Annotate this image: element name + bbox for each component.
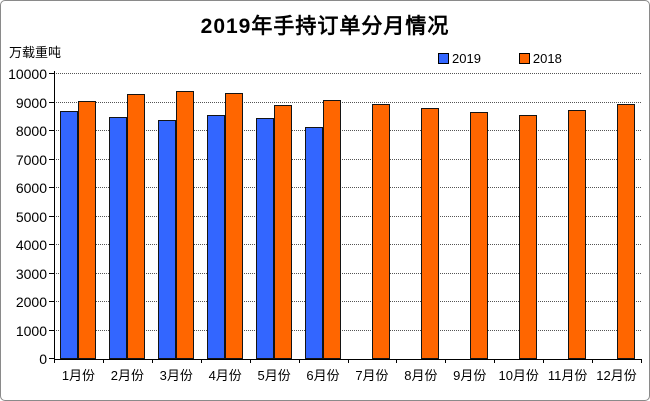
- x-axis-label: 1月份: [61, 368, 96, 383]
- x-axis-label: 3月份: [159, 368, 193, 383]
- y-axis-tick: [49, 244, 54, 245]
- x-axis-line: [54, 359, 642, 360]
- y-axis-tick: [49, 272, 54, 274]
- legend-swatch-2019-icon: [438, 53, 449, 64]
- bar-2018-m6: [323, 99, 342, 359]
- bar-2018-m2: [127, 93, 146, 359]
- x-axis-label: 5月份: [257, 368, 291, 383]
- y-axis-label: 4000: [15, 237, 47, 253]
- gridline: [54, 130, 641, 131]
- bar-2019-m2: [109, 116, 128, 359]
- x-axis-label: 9月份: [453, 368, 487, 383]
- gridline: [54, 272, 641, 274]
- legend: 2019 2018: [438, 51, 562, 66]
- y-axis-label: 7000: [15, 151, 47, 168]
- y-axis-label: 10000: [8, 66, 47, 82]
- x-axis-label: 12月份: [596, 368, 637, 383]
- x-axis-label: 4月份: [208, 368, 242, 383]
- y-axis-tick: [49, 215, 54, 217]
- legend-label-2018: 2018: [532, 51, 562, 66]
- x-axis-tick: [200, 359, 202, 363]
- y-axis-label: 9000: [15, 94, 47, 111]
- bar-2019-m1: [60, 111, 79, 359]
- x-axis-tick: [102, 359, 104, 363]
- gridline: [54, 329, 641, 331]
- y-axis-tick: [49, 101, 54, 103]
- x-axis-tick: [494, 359, 496, 363]
- bar-2018-m4: [225, 92, 244, 359]
- x-axis-label: 2月份: [110, 368, 144, 383]
- gridline: [54, 244, 641, 245]
- y-axis-label: 2000: [15, 294, 47, 310]
- gridline: [54, 158, 641, 160]
- x-axis-label: 8月份: [404, 368, 438, 383]
- bar-2018-m9: [469, 112, 488, 359]
- legend-item-2019: 2019: [438, 51, 481, 66]
- bar-2018-m10: [518, 115, 537, 359]
- y-axis-tick: [49, 73, 54, 74]
- gridline: [54, 101, 641, 103]
- bar-2019-m3: [158, 119, 177, 359]
- bar-2018-m12: [616, 103, 635, 359]
- x-axis-tick: [54, 359, 55, 363]
- y-axis-label: 8000: [15, 123, 47, 139]
- y-axis-tick: [49, 130, 54, 131]
- gridline: [54, 215, 641, 217]
- chart-title: 2019年手持订单分月情况: [200, 15, 450, 38]
- x-axis-label: 6月份: [306, 368, 340, 383]
- gridline: [54, 187, 641, 188]
- y-axis-tick: [49, 187, 54, 188]
- x-axis-label: 10月份: [498, 368, 539, 383]
- bar-2018-m5: [274, 105, 293, 359]
- bar-2019-m6: [305, 126, 324, 359]
- y-axis-tick: [49, 301, 54, 302]
- bar-2019-m5: [256, 118, 275, 359]
- x-axis-tick: [592, 359, 594, 363]
- bar-2018-m7: [371, 103, 390, 359]
- x-axis-label: 7月份: [355, 368, 389, 383]
- bar-2018-m11: [567, 109, 586, 359]
- y-axis-label: 3000: [15, 265, 47, 282]
- y-axis-label: 0: [39, 351, 47, 367]
- x-axis-tick: [396, 359, 398, 363]
- bar-2018-m8: [420, 108, 439, 359]
- x-axis-tick: [298, 359, 300, 363]
- x-axis-tick: [347, 359, 349, 363]
- x-axis-tick: [249, 359, 251, 363]
- x-axis-tick: [445, 359, 447, 363]
- legend-item-2018: 2018: [518, 51, 562, 66]
- x-axis-tick: [151, 359, 153, 363]
- bar-2018-m1: [78, 101, 97, 359]
- y-axis-label: 6000: [15, 180, 47, 196]
- bar-2019-m4: [207, 115, 226, 359]
- x-axis-tick: [641, 359, 642, 363]
- y-axis-tick: [49, 329, 54, 331]
- x-axis-label: 11月份: [547, 368, 588, 383]
- y-axis-line: [54, 71, 55, 360]
- gridline: [54, 73, 641, 74]
- legend-swatch-2018-icon: [518, 53, 530, 64]
- bar-2018-m3: [176, 91, 195, 359]
- y-axis-label: 1000: [15, 322, 47, 339]
- y-axis-tick: [49, 158, 54, 160]
- y-axis-unit-label: 万载重吨: [9, 45, 62, 60]
- y-axis-tick: [49, 358, 54, 359]
- gridline: [54, 301, 641, 302]
- x-axis-tick: [543, 359, 545, 363]
- y-axis-label: 5000: [15, 208, 47, 225]
- legend-label-2019: 2019: [452, 51, 481, 66]
